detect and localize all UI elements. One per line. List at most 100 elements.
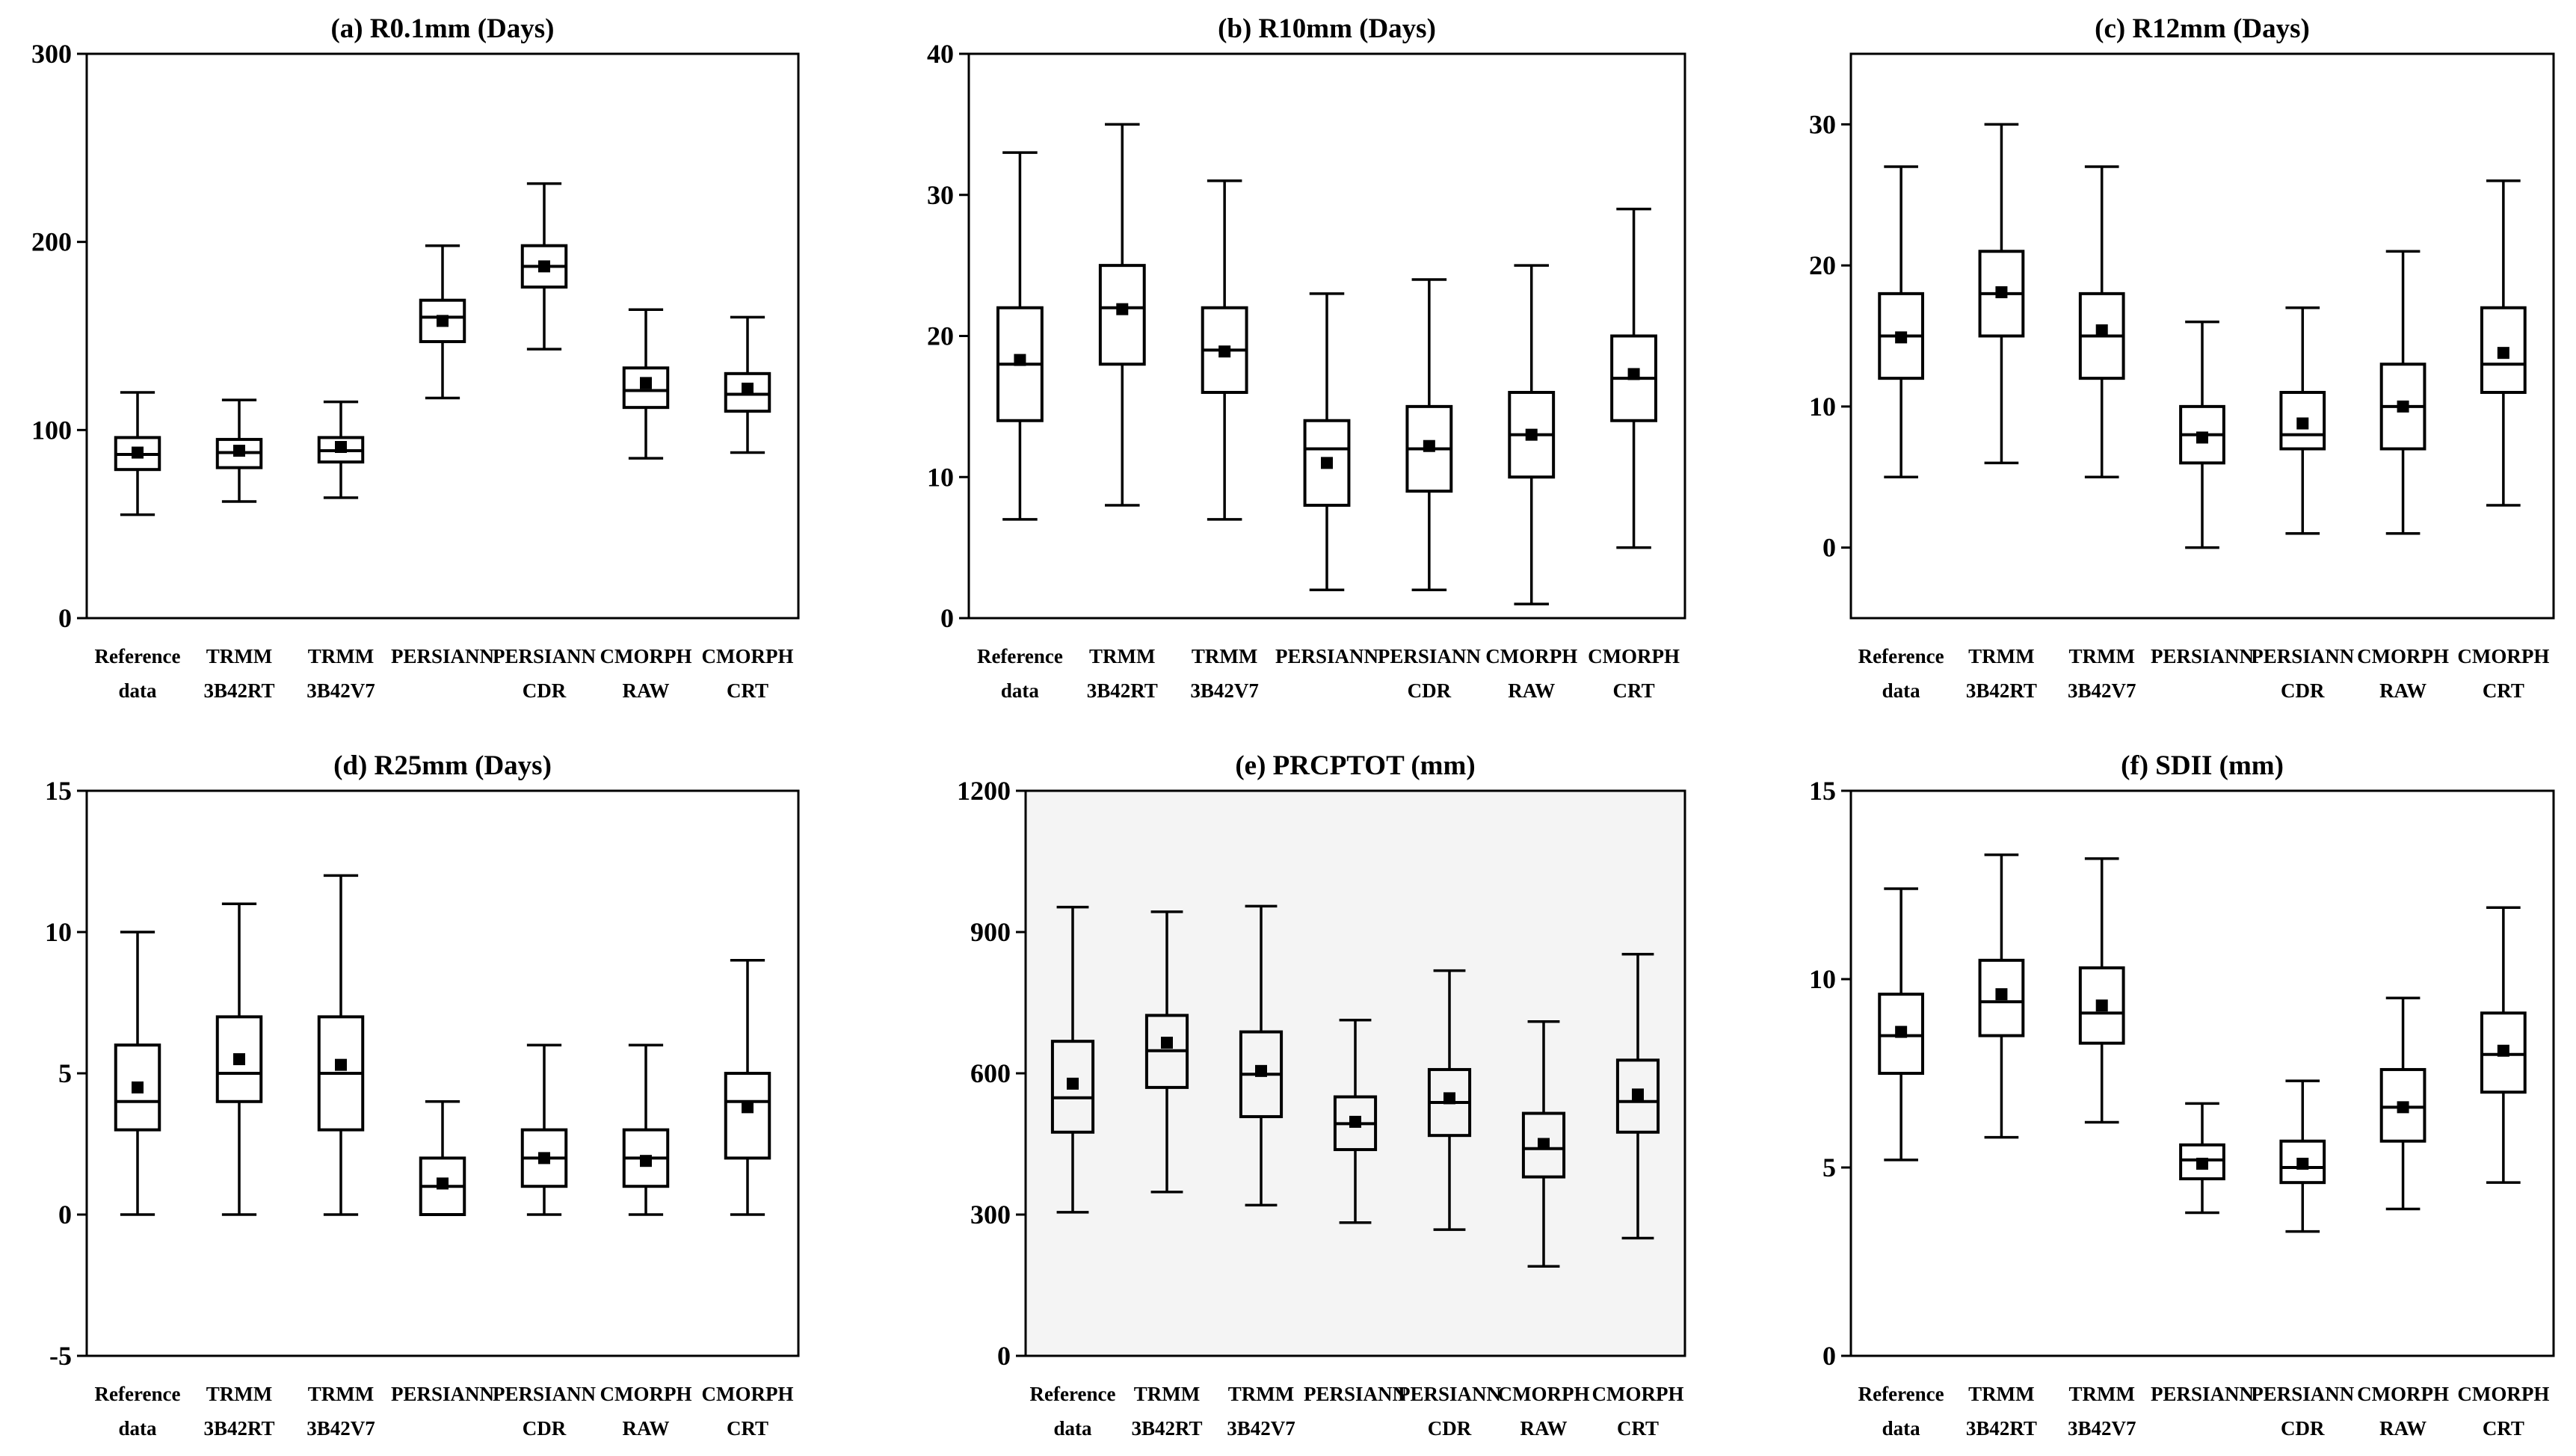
category-label: CRT	[727, 679, 768, 702]
category-label: 3B42RT	[1087, 679, 1158, 702]
box-6	[2480, 179, 2527, 507]
iqr-box	[2379, 1067, 2426, 1143]
mean-marker	[2497, 1044, 2509, 1057]
category-label: 3B42V7	[2068, 1417, 2136, 1440]
box-1	[1978, 853, 2025, 1139]
mean-marker	[1255, 1064, 1267, 1077]
box-4	[1427, 969, 1472, 1231]
box-4	[2279, 306, 2326, 535]
box-1	[1144, 910, 1189, 1194]
category-label: RAW	[1508, 679, 1555, 702]
category-label: TRMM	[1089, 645, 1155, 667]
category-label: CRT	[2483, 679, 2524, 702]
category-label: CRT	[1613, 679, 1655, 702]
category-label: Reference	[1858, 1383, 1944, 1405]
mean-marker	[1538, 1138, 1550, 1150]
plot-area	[85, 789, 800, 1357]
mean-marker	[1995, 988, 2008, 1001]
iqr-box	[1303, 419, 1351, 507]
category-label: data	[118, 679, 157, 702]
category-label: Reference	[1858, 645, 1944, 667]
y-tick-label: 5	[58, 1058, 72, 1088]
y-tick-label: 30	[1809, 109, 1836, 139]
y-tick-label: 300	[31, 39, 72, 69]
y-tick-label: 0	[58, 1200, 72, 1230]
category-label: CDR	[2281, 1417, 2325, 1440]
box-5	[622, 1043, 670, 1216]
category-label: TRMM	[1134, 1383, 1200, 1405]
mean-marker	[335, 1058, 347, 1071]
mean-marker	[2196, 431, 2208, 444]
category-label: TRMM	[1968, 1383, 2034, 1405]
box-1	[1978, 123, 2025, 465]
y-tick-label: 20	[1809, 250, 1836, 280]
category-label: Reference	[1030, 1383, 1116, 1405]
iqr-box	[1098, 264, 1146, 366]
box-0	[1050, 905, 1095, 1214]
chart-title: (d) R25mm (Days)	[333, 750, 552, 781]
category-label: CDR	[1428, 1417, 1472, 1440]
category-label: TRMM	[2068, 1383, 2134, 1405]
box-0	[1878, 887, 1925, 1162]
category-label: CDR	[523, 679, 567, 702]
category-label: CMORPH	[702, 1383, 794, 1405]
box-2	[2078, 165, 2125, 478]
chart-panel: (e) PRCPTOT (mm) 0 300 600 900 1200 Reference d…	[957, 750, 1686, 1440]
category-label: TRMM	[2068, 645, 2134, 667]
y-tick-label: -5	[49, 1341, 72, 1371]
chart-panel: (b) R10mm (Days) 0 10 20 30 40 Reference data TR…	[927, 13, 1686, 702]
chart-title: (a) R0.1mm (Days)	[330, 13, 554, 44]
mean-marker	[1895, 1025, 1908, 1038]
plot-area	[85, 52, 800, 620]
box-1	[1098, 123, 1146, 507]
category-label: PERSIANN	[1275, 645, 1379, 667]
category-label: 3B42RT	[1966, 1417, 2037, 1440]
category-label: TRMM	[1228, 1383, 1294, 1405]
box-4	[1405, 278, 1453, 591]
box-4	[2279, 1079, 2326, 1233]
category-label: CRT	[727, 1417, 768, 1440]
iqr-box	[114, 1043, 161, 1132]
box-1	[215, 398, 263, 503]
category-label: data	[1882, 679, 1921, 702]
category-label: CMORPH	[600, 1383, 692, 1405]
mean-marker	[538, 1152, 550, 1165]
y-tick-label: 0	[1822, 1341, 1836, 1371]
category-label: 3B42V7	[2068, 679, 2136, 702]
category-label: CMORPH	[2457, 1383, 2549, 1405]
mean-marker	[640, 1155, 652, 1167]
box-3	[419, 244, 466, 400]
iqr-box	[2179, 1143, 2225, 1181]
category-label: RAW	[2379, 1417, 2426, 1440]
box-3	[1333, 1019, 1378, 1224]
category-label: RAW	[622, 1417, 669, 1440]
category-label: PERSIANN	[2151, 1383, 2255, 1405]
box-5	[2379, 996, 2426, 1211]
y-tick-label: 600	[970, 1058, 1011, 1088]
iqr-box	[724, 371, 771, 413]
category-label: CDR	[2281, 679, 2325, 702]
mean-marker	[538, 260, 550, 273]
y-tick-label: 0	[940, 603, 954, 633]
box-3	[2179, 1102, 2225, 1215]
mean-marker	[1014, 354, 1026, 366]
mean-marker	[1443, 1092, 1455, 1105]
category-label: CMORPH	[1592, 1383, 1684, 1405]
iqr-box	[1878, 993, 1925, 1076]
y-tick-label: 10	[45, 917, 72, 947]
box-6	[724, 315, 771, 454]
category-label: PERSIANN	[2251, 645, 2355, 667]
box-3	[419, 1100, 466, 1217]
category-label: CMORPH	[2357, 645, 2449, 667]
y-tick-label: 15	[1809, 776, 1836, 806]
iqr-box	[2279, 1139, 2326, 1185]
y-tick-label: 40	[927, 39, 954, 69]
category-label: 3B42RT	[203, 1417, 274, 1440]
mean-marker	[1525, 428, 1538, 441]
chart-title: (b) R10mm (Days)	[1218, 13, 1436, 44]
category-label: TRMM	[308, 1383, 374, 1405]
mean-marker	[2196, 1157, 2208, 1170]
y-tick-label: 20	[927, 321, 954, 351]
mean-marker	[335, 440, 347, 453]
category-label: PERSIANN	[493, 645, 597, 667]
